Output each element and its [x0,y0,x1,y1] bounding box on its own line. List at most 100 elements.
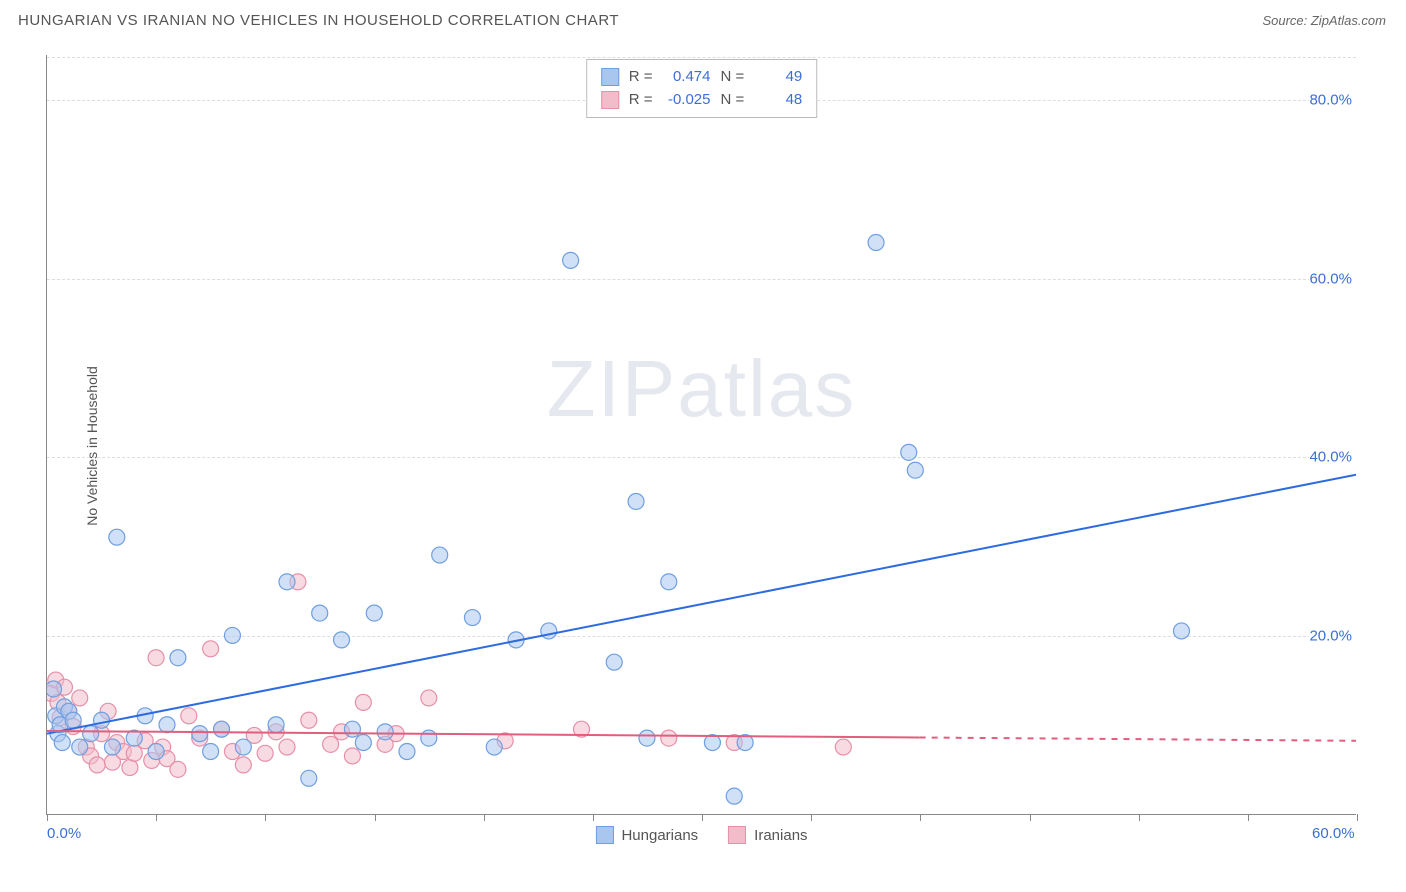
regression-line [47,475,1356,734]
legend-label-iranians: Iranians [754,827,807,844]
x-tick-mark [1248,814,1249,821]
scatter-point [901,444,917,460]
n-value-iranians: 48 [754,89,802,112]
scatter-point [606,654,622,670]
scatter-point [344,748,360,764]
legend-swatch-iranians [728,826,746,844]
scatter-point [907,462,923,478]
n-label: N = [721,66,745,89]
x-tick-mark [593,814,594,821]
x-tick-label: 60.0% [1312,825,1355,842]
scatter-point [323,736,339,752]
scatter-point [268,717,284,733]
scatter-point [83,726,99,742]
x-tick-mark [265,814,266,821]
legend-swatch-hungarians [595,826,613,844]
scatter-point [421,730,437,746]
scatter-point [541,623,557,639]
scatter-point [344,721,360,737]
scatter-point [257,745,273,761]
scatter-point [170,650,186,666]
scatter-point [661,574,677,590]
source-attribution: Source: ZipAtlas.com [1262,13,1386,28]
legend-item-hungarians: Hungarians [595,826,698,844]
legend: Hungarians Iranians [595,826,807,844]
scatter-point [726,788,742,804]
correlation-stats-box: R = 0.474 N = 49 R = -0.025 N = 48 [586,59,818,118]
stats-row-hungarians: R = 0.474 N = 49 [601,66,803,89]
legend-item-iranians: Iranians [728,826,807,844]
r-value-hungarians: 0.474 [663,66,711,89]
scatter-point [301,712,317,728]
scatter-point [355,694,371,710]
r-value-iranians: -0.025 [663,89,711,112]
scatter-point [122,760,138,776]
x-tick-mark [47,814,48,821]
scatter-point [421,690,437,706]
scatter-point [279,739,295,755]
scatter-point [279,574,295,590]
scatter-point [224,627,240,643]
source-label: Source: [1262,13,1310,28]
x-tick-mark [811,814,812,821]
scatter-point [628,493,644,509]
scatter-point [148,744,164,760]
scatter-point [89,757,105,773]
scatter-point [104,739,120,755]
chart-header: HUNGARIAN VS IRANIAN NO VEHICLES IN HOUS… [0,0,1406,37]
scatter-point [65,712,81,728]
x-tick-mark [1030,814,1031,821]
x-tick-mark [156,814,157,821]
n-label: N = [721,89,745,112]
scatter-point [47,681,62,697]
scatter-point [399,744,415,760]
regression-line [920,738,1356,741]
r-label: R = [629,89,653,112]
scatter-point [486,739,502,755]
scatter-point [563,252,579,268]
scatter-point [126,745,142,761]
scatter-point [72,690,88,706]
scatter-point [868,235,884,251]
regression-line [47,731,920,738]
scatter-point [355,735,371,751]
chart-plot-area: ZIPatlas R = 0.474 N = 49 R = -0.025 N =… [46,55,1356,815]
stats-swatch-iranians [601,91,619,109]
scatter-plot-svg [47,55,1356,814]
x-tick-mark [375,814,376,821]
scatter-point [54,735,70,751]
scatter-point [334,632,350,648]
scatter-point [148,650,164,666]
scatter-point [214,721,230,737]
source-name: ZipAtlas.com [1311,13,1386,28]
scatter-point [1173,623,1189,639]
chart-title: HUNGARIAN VS IRANIAN NO VEHICLES IN HOUS… [18,12,619,29]
n-value-hungarians: 49 [754,66,802,89]
x-tick-label: 0.0% [47,825,81,842]
scatter-point [181,708,197,724]
scatter-point [835,739,851,755]
scatter-point [72,739,88,755]
scatter-point [464,610,480,626]
x-tick-mark [484,814,485,821]
scatter-point [170,761,186,777]
scatter-point [94,712,110,728]
scatter-point [312,605,328,621]
scatter-point [432,547,448,563]
r-label: R = [629,66,653,89]
x-tick-mark [1139,814,1140,821]
scatter-point [109,529,125,545]
scatter-point [301,770,317,786]
scatter-point [203,641,219,657]
x-tick-mark [1357,814,1358,821]
scatter-point [377,724,393,740]
scatter-point [366,605,382,621]
x-tick-mark [920,814,921,821]
scatter-point [203,744,219,760]
x-tick-mark [702,814,703,821]
scatter-point [639,730,655,746]
legend-label-hungarians: Hungarians [621,827,698,844]
scatter-point [235,739,251,755]
stats-row-iranians: R = -0.025 N = 48 [601,89,803,112]
stats-swatch-hungarians [601,68,619,86]
